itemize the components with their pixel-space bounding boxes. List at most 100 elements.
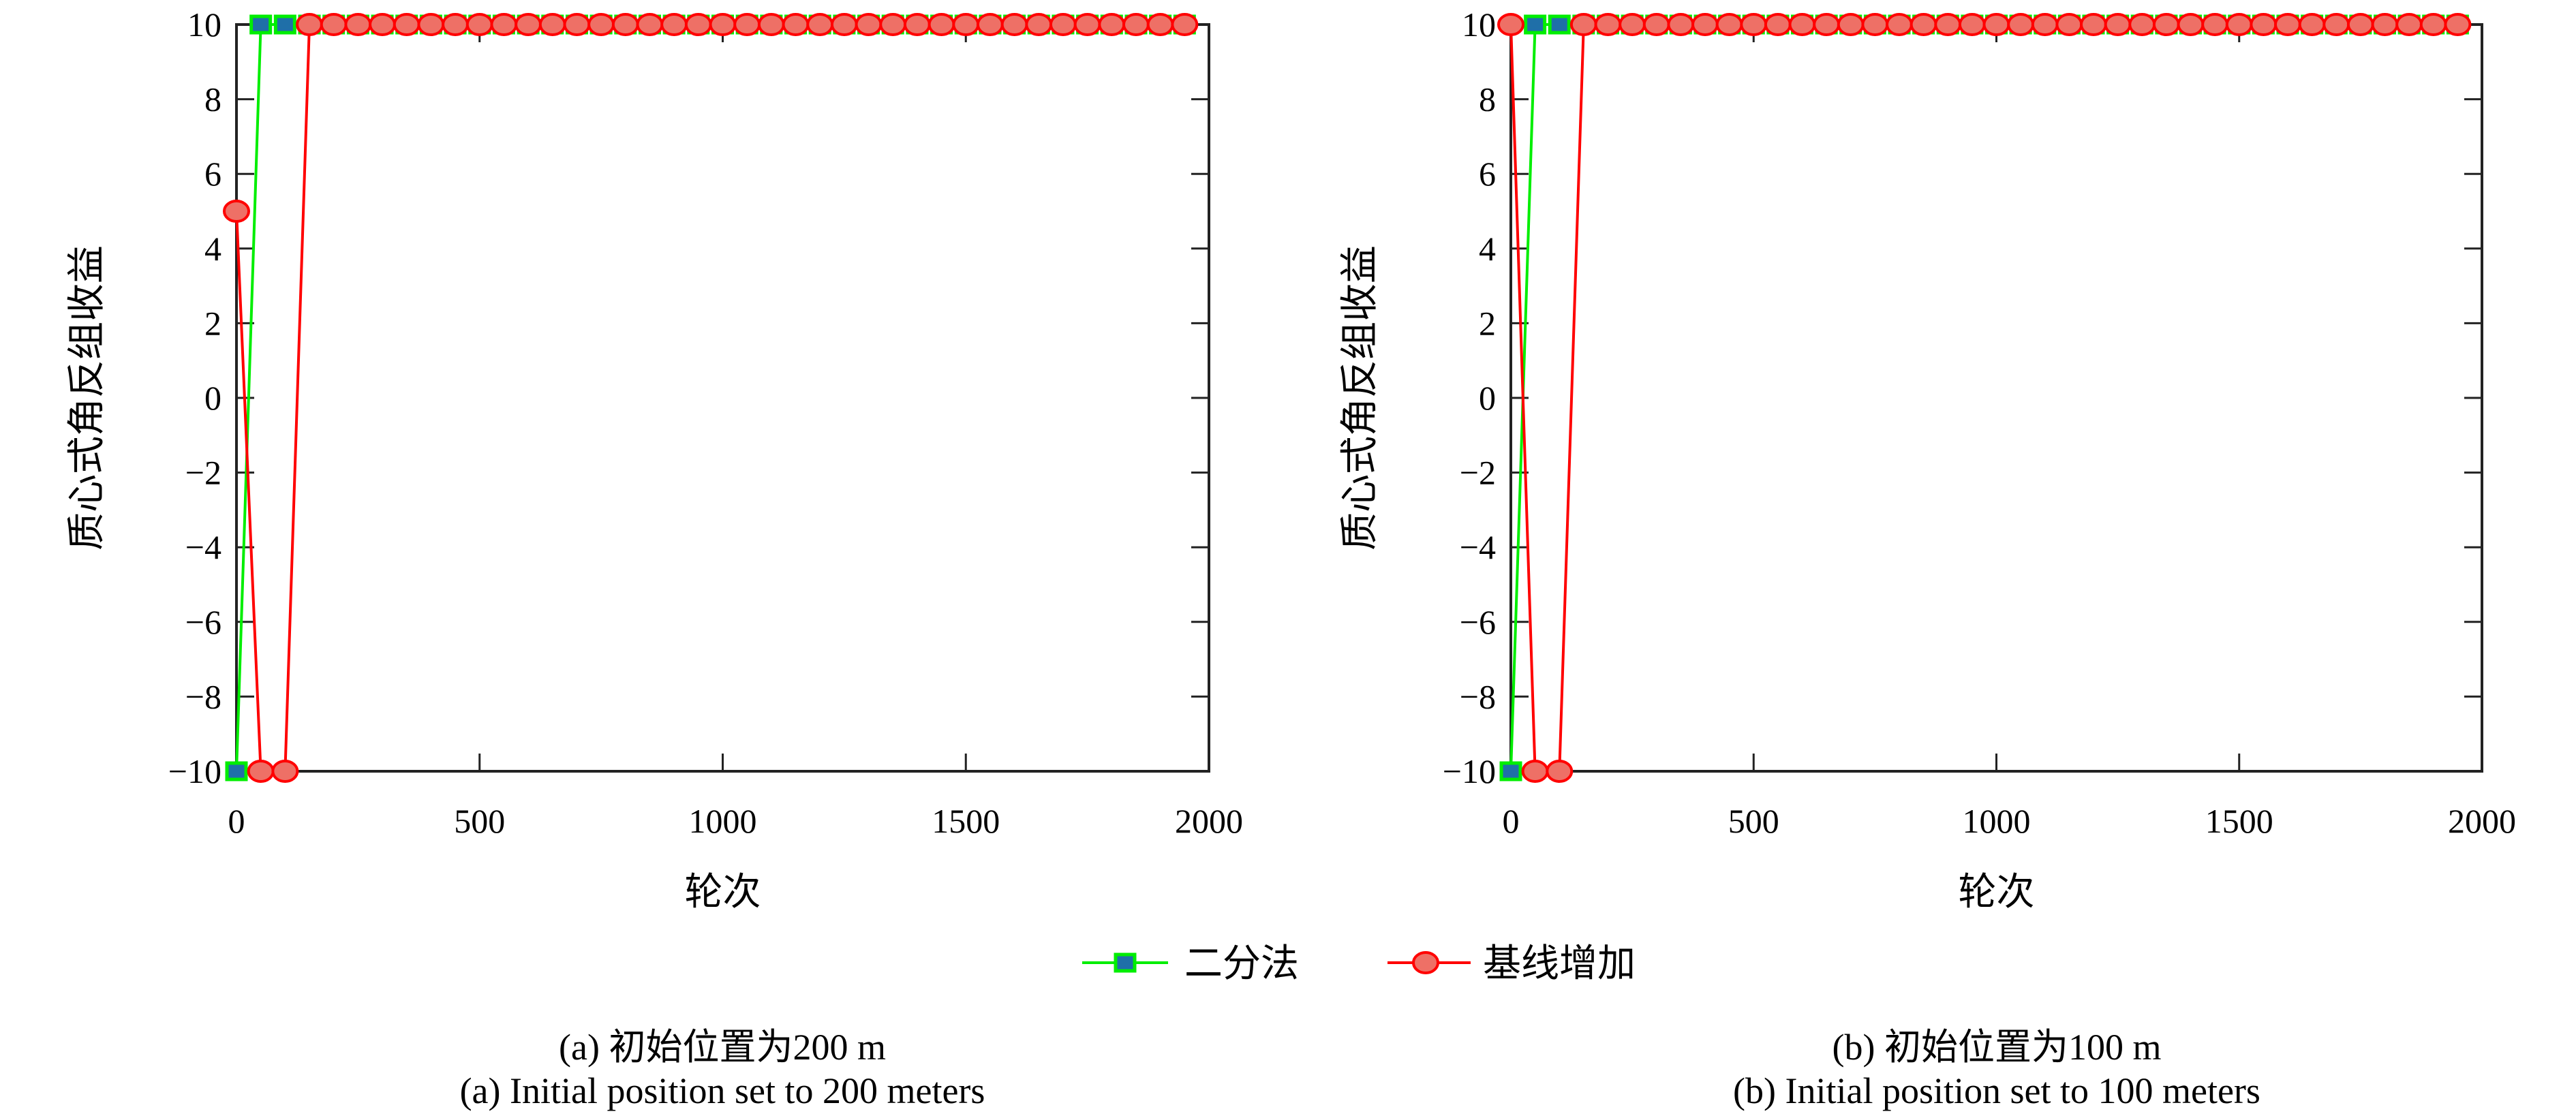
baseline-point [1740, 13, 1768, 36]
y-tick-label: 0 [204, 379, 221, 417]
y-tick-label: −8 [185, 677, 221, 715]
baseline-point [2080, 13, 2107, 36]
baseline-point [2371, 13, 2399, 36]
baseline-point [1098, 13, 1126, 36]
plot-frame [1509, 23, 2483, 773]
chart-panel-b: −10 −8 −6 −4 −2 0 2 4 6 8 10 0 500 1000 1500 2000 轮次 质心式角… [1338, 5, 2516, 914]
baseline-point [2322, 13, 2350, 36]
baseline-point [2419, 13, 2447, 36]
y-tick-label: 2 [204, 304, 221, 342]
y-tick-label: −6 [185, 603, 221, 641]
baseline-point [976, 13, 1004, 36]
caption-a-en: (a) Initial position set to 200 meters [459, 1070, 985, 1111]
y-tick-label: 6 [204, 155, 221, 193]
baseline-point [2007, 13, 2035, 36]
x-tick-label: 500 [454, 802, 505, 840]
baseline-point [806, 13, 834, 36]
x-tick-label: 1000 [1963, 802, 2031, 840]
baseline-point [1982, 13, 2010, 36]
baseline-point [1691, 13, 1719, 36]
baseline-point [490, 13, 518, 36]
x-tick-label: 500 [1728, 802, 1779, 840]
legend: 二分法 基线增加 [1082, 942, 1636, 986]
caption-a-cn: (a) 初始位置为200 m [559, 1027, 886, 1068]
baseline-point [369, 13, 397, 36]
baseline-point [927, 13, 955, 36]
baseline-point [2152, 13, 2180, 36]
baseline-point [733, 13, 761, 36]
y-tick-label: −8 [1460, 677, 1496, 715]
baseline-point [782, 13, 810, 36]
y-axis-label: 质心式角反组收益 [1338, 245, 1382, 551]
baseline-point [1837, 13, 1865, 36]
baseline-point [2104, 13, 2132, 36]
baseline-point [903, 13, 931, 36]
baseline-point [1886, 13, 1913, 36]
y-tick-label: 10 [1462, 5, 1496, 44]
baseline-point [1146, 13, 1174, 36]
x-tick-label: 1500 [2205, 802, 2273, 840]
x-tick-label: 1000 [689, 802, 757, 840]
baseline-point [538, 13, 566, 36]
y-tick-label: 8 [204, 80, 221, 119]
baseline-point [563, 13, 591, 36]
baseline-point [1788, 13, 1816, 36]
y-tick-label: 0 [1479, 379, 1496, 417]
baseline-point [2201, 13, 2229, 36]
bisection-point [1524, 14, 1547, 35]
bisection-point [273, 14, 296, 35]
baseline-point [2225, 13, 2253, 36]
baseline-point [393, 13, 420, 36]
baseline-point [1521, 760, 1549, 783]
baseline-point [247, 760, 275, 783]
baseline-point [1073, 13, 1101, 36]
baseline-point [2250, 13, 2278, 36]
caption-b-cn: (b) 初始位置为100 m [1832, 1027, 2162, 1068]
baseline-point [2177, 13, 2205, 36]
y-tick-label: −2 [185, 454, 221, 492]
y-tick-label: 2 [1479, 304, 1496, 342]
x-tick-label: 2000 [1175, 802, 1243, 840]
baseline-point [660, 13, 688, 36]
baseline-point [1813, 13, 1841, 36]
y-tick-label: −4 [1460, 528, 1496, 566]
y-tick-label: −10 [1443, 752, 1496, 790]
baseline-point [757, 13, 785, 36]
legend-bisection-marker [1114, 952, 1137, 973]
baseline-point [1171, 13, 1199, 36]
y-tick-label: 8 [1479, 80, 1496, 119]
x-tick-label: 1500 [932, 802, 1000, 840]
x-axis-label: 轮次 [1959, 870, 2035, 914]
legend-baseline-marker [1412, 951, 1439, 974]
baseline-point [2346, 13, 2374, 36]
y-tick-label: −10 [168, 752, 221, 790]
series-line-baseline [235, 23, 1185, 773]
baseline-point [1122, 13, 1150, 36]
baseline-point [296, 13, 324, 36]
baseline-point [417, 13, 445, 36]
series-line-baseline [1509, 23, 2458, 773]
baseline-point [2444, 13, 2472, 36]
y-tick-label: 4 [1479, 230, 1496, 268]
baseline-point [636, 13, 664, 36]
baseline-point [587, 13, 615, 36]
baseline-point [2395, 13, 2423, 36]
legend-baseline-label: 基线增加 [1483, 942, 1636, 986]
baseline-point [709, 13, 737, 36]
baseline-point [2055, 13, 2083, 36]
y-tick-label: −2 [1460, 454, 1496, 492]
baseline-point [465, 13, 493, 36]
baseline-point [320, 13, 348, 36]
baseline-point [1497, 13, 1524, 36]
baseline-point [1910, 13, 1937, 36]
baseline-point [344, 13, 372, 36]
baseline-point [1715, 13, 1743, 36]
y-tick-label: 6 [1479, 155, 1496, 193]
baseline-point [1764, 13, 1792, 36]
baseline-point [2298, 13, 2326, 36]
baseline-point [952, 13, 980, 36]
x-tick-label: 0 [1503, 802, 1520, 840]
baseline-point [830, 13, 858, 36]
baseline-point [1619, 13, 1646, 36]
